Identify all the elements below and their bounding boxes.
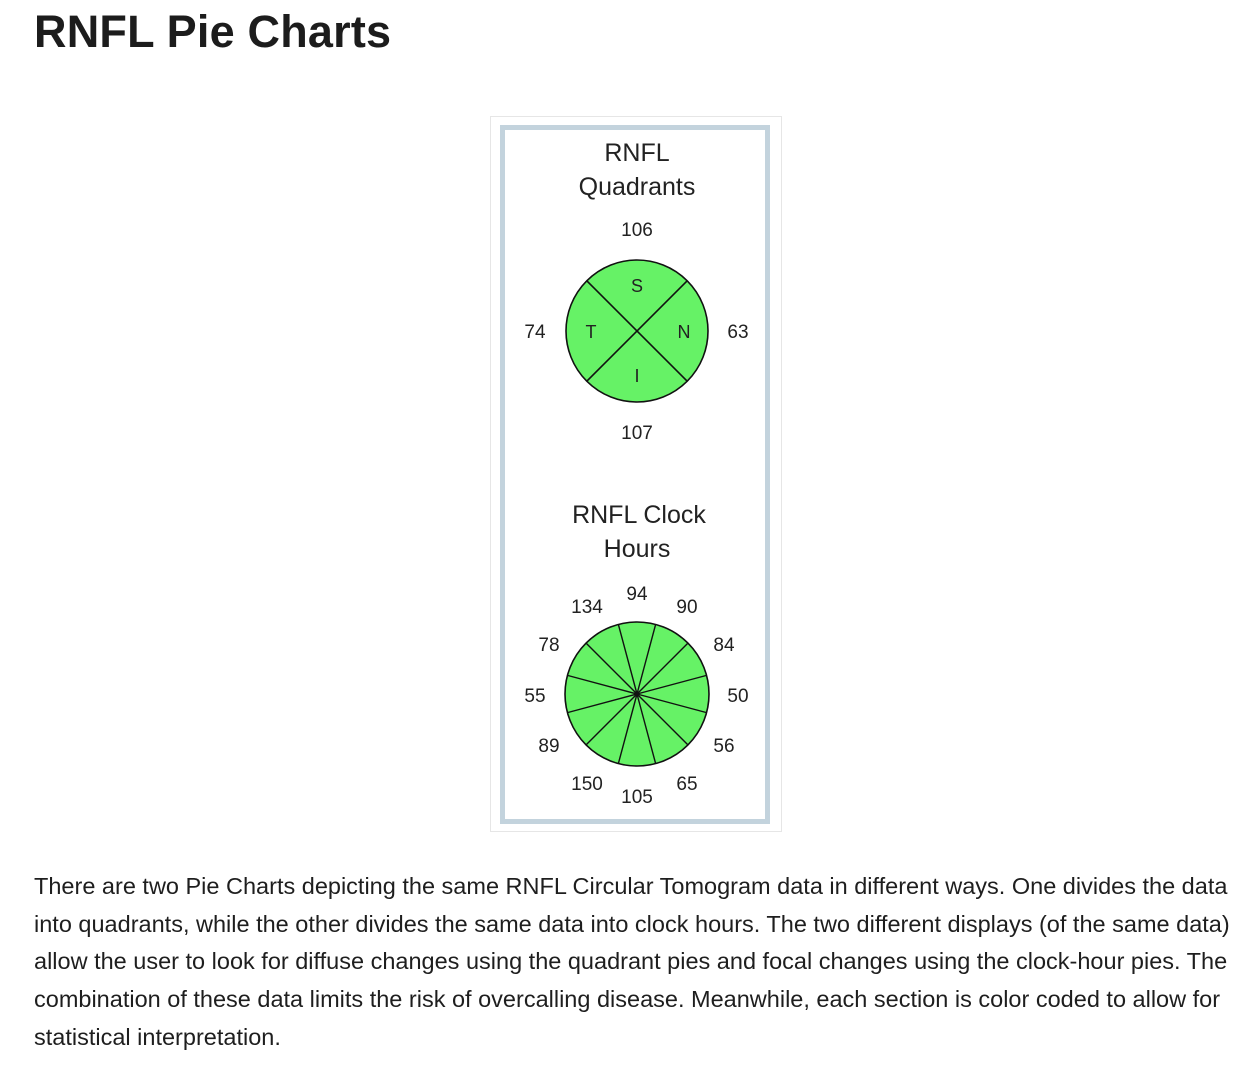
clock-hours-pie [564, 621, 710, 767]
clock-pie-center [634, 691, 640, 697]
clock-sector-divider [585, 693, 638, 746]
clock-value-8: 89 [538, 736, 559, 757]
quadrants-divider-2 [586, 280, 688, 382]
clock-value-10: 78 [538, 635, 559, 656]
quadrants-title-line1: RNFL [604, 139, 669, 167]
clock-sector-divider [636, 693, 657, 764]
page-title: RNFL Pie Charts [34, 6, 392, 57]
quadrants-title-line2: Quadrants [579, 173, 696, 201]
description-paragraph: There are two Pie Charts depicting the s… [34, 873, 1230, 1050]
clock-title-line2: Hours [604, 535, 671, 563]
quadrant-value-nasal: 63 [727, 322, 748, 343]
clock-title-line1: RNFL Clock [572, 501, 706, 529]
quadrant-value-inferior: 107 [621, 423, 653, 444]
clock-value-3: 50 [727, 686, 748, 707]
quadrant-letter-superior: S [631, 276, 643, 296]
clock-sector-divider [567, 693, 638, 714]
quadrant-value-temporal: 74 [524, 322, 546, 343]
clock-value-4: 56 [713, 736, 734, 757]
quadrants-pie [565, 259, 709, 403]
quadrant-value-superior: 106 [621, 220, 653, 241]
clock-value-12: 94 [626, 584, 648, 605]
clock-sector-divider [617, 693, 638, 764]
quadrant-letter-inferior: I [634, 366, 639, 386]
clock-value-5: 65 [676, 774, 697, 795]
clock-value-7: 150 [571, 774, 603, 795]
clock-sector-divider [636, 642, 689, 695]
clock-value-11: 134 [571, 597, 603, 618]
quadrant-letter-temporal: T [586, 322, 597, 342]
clock-sector-divider [636, 693, 689, 746]
clock-sector-divider [567, 674, 638, 695]
clock-value-9: 55 [524, 686, 545, 707]
clock-value-2: 84 [713, 635, 735, 656]
clock-sector-divider [636, 674, 707, 695]
clock-sector-divider [585, 642, 638, 695]
clock-sector-divider [617, 624, 638, 695]
clock-sector-divider [636, 693, 707, 714]
quadrant-letter-nasal: N [678, 322, 691, 342]
clock-value-1: 90 [676, 597, 697, 618]
clock-value-6: 105 [621, 787, 653, 808]
rnfl-figure-svg: RNFL Quadrants S N I T 106 63 107 74 RNF… [500, 125, 770, 824]
clock-spokes [567, 624, 707, 764]
rnfl-figure: RNFL Quadrants S N I T 106 63 107 74 RNF… [490, 116, 782, 832]
clock-sector-divider [636, 624, 657, 695]
